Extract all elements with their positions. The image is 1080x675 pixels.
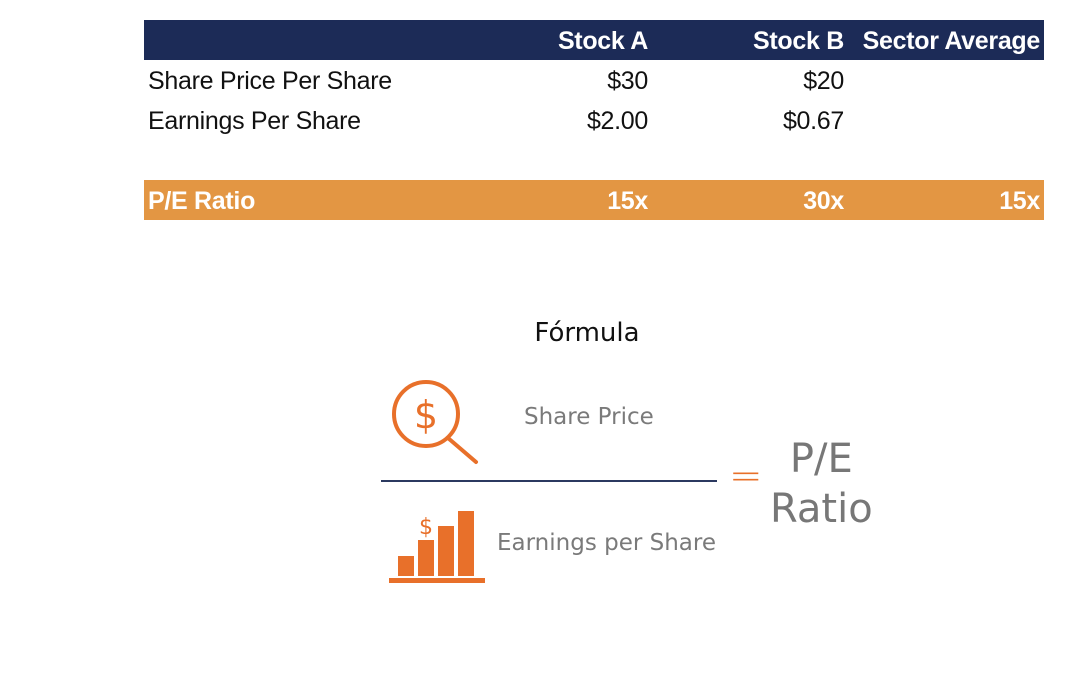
equals-sign: = (729, 453, 763, 499)
total-label: P/E Ratio (148, 187, 256, 215)
total-sector-value: 15x (999, 187, 1040, 215)
formula-title: Fórmula (534, 318, 640, 348)
chart-dollar-glyph: $ (419, 515, 433, 540)
result-line-pe: P/E (789, 436, 853, 482)
formula-result: P/E Ratio (770, 434, 873, 534)
header-sector-average: Sector Average (862, 27, 1041, 55)
formula-numerator: Share Price (524, 404, 654, 430)
table-header-row: Stock A Stock B Sector Average (144, 20, 1044, 60)
magnifier-dollar-glyph: $ (414, 393, 438, 437)
total-stock-a-value: 15x (607, 187, 648, 215)
total-stock-b-value: 30x (803, 187, 844, 215)
pe-ratio-total-row: P/E Ratio 15x 30x 15x (144, 180, 1044, 220)
fraction-divider (381, 480, 717, 482)
row-label: Earnings Per Share (148, 107, 361, 135)
bar-chart-dollar-icon: $ (389, 511, 485, 583)
table-row: Earnings Per Share $2.00 $0.67 (144, 100, 1044, 140)
row-label: Share Price Per Share (148, 67, 392, 95)
magnifier-dollar-icon: $ (392, 380, 478, 464)
table-row: Share Price Per Share $30 $20 (144, 60, 1044, 100)
formula-denominator: Earnings per Share (497, 530, 717, 556)
row-stock-a-value: $2.00 (586, 107, 648, 135)
pe-ratio-table: Stock A Stock B Sector Average Share Pri… (144, 20, 1044, 220)
row-stock-b-value: $0.67 (782, 107, 844, 135)
result-line-ratio: Ratio (770, 486, 873, 532)
row-stock-b-value: $20 (803, 67, 844, 95)
header-stock-a: Stock A (557, 27, 648, 55)
table-spacer (144, 140, 1044, 180)
row-stock-a-value: $30 (607, 67, 648, 95)
header-stock-b: Stock B (753, 27, 844, 55)
